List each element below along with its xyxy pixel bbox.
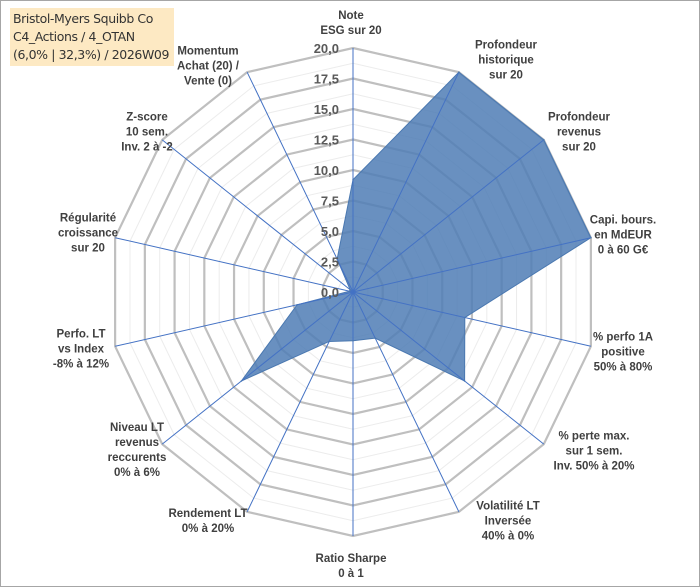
- data-point: [464, 316, 466, 319]
- data-point: [240, 380, 243, 382]
- axis-line: [352, 291, 460, 513]
- tick-label: 2,5: [321, 255, 339, 270]
- axis-line: [352, 71, 460, 293]
- data-point: [374, 337, 377, 339]
- category-label: % perfo 1A positive 50% à 80%: [592, 331, 654, 374]
- axis-line: [352, 291, 591, 347]
- axis-line: [246, 291, 354, 513]
- title-category: C4_Actions / 4_OTAN: [13, 29, 135, 44]
- tick-label: 15,0: [314, 102, 339, 117]
- axis-line: [352, 139, 545, 293]
- axis-line: [246, 71, 354, 293]
- category-label: Profondeur revenus sur 20: [548, 111, 610, 154]
- axis-line: [352, 291, 545, 445]
- category-label: Régularité croissance sur 20: [57, 212, 119, 255]
- data-point: [590, 236, 592, 239]
- chart-title-box: Bristol-Myers Squibb Co C4_Actions / 4_O…: [10, 8, 174, 66]
- axis-line: [161, 139, 354, 293]
- tick-label: 0,0: [321, 285, 339, 300]
- data-point: [458, 71, 460, 73]
- axis-line: [352, 237, 591, 293]
- tick-label: 5,0: [321, 224, 339, 239]
- data-point: [542, 139, 545, 141]
- category-label: Rendement LT 0% à 20%: [168, 508, 248, 535]
- title-company: Bristol-Myers Squibb Co: [13, 11, 154, 26]
- category-label: Niveau LT revenus reccurents 0% à 6%: [107, 422, 167, 479]
- category-label: Momentum Achat (20) / Vente (0): [177, 45, 239, 88]
- tick-label: 17,5: [314, 72, 339, 87]
- tick-label: 20,0: [314, 41, 339, 56]
- category-label: Note ESG sur 20: [320, 10, 382, 37]
- category-label: Perfo. LT vs Index -8% à 12%: [52, 328, 110, 371]
- category-label: % perte max. sur 1 sem. Inv. 50% à 20%: [553, 430, 635, 473]
- data-point: [328, 340, 330, 343]
- data-point: [336, 258, 338, 260]
- data-point: [352, 178, 354, 181]
- category-label: Profondeur historique sur 20: [475, 39, 537, 82]
- data-point: [463, 380, 466, 382]
- tick-label: 12,5: [314, 133, 339, 148]
- axis-line: [115, 291, 354, 347]
- axis-line: [161, 291, 354, 445]
- category-label: Volatilité LT Inversée 40% à 0%: [476, 500, 540, 543]
- data-point: [296, 303, 298, 306]
- title-stats: (6,0% | 32,3%) / 2026W09: [13, 47, 170, 62]
- axis-line: [115, 237, 354, 293]
- category-label: Z-score 10 sem. Inv. 2 à -2: [121, 111, 173, 154]
- category-label: Capi. bours. en MdEUR 0 à 60 G€: [589, 214, 657, 257]
- data-point: [348, 290, 351, 292]
- tick-label: 7,5: [321, 194, 339, 209]
- data-point: [352, 340, 354, 342]
- category-label: Ratio Sharpe 0 à 1: [315, 553, 387, 580]
- data-point: [349, 288, 351, 291]
- tick-label: 10,0: [314, 163, 339, 178]
